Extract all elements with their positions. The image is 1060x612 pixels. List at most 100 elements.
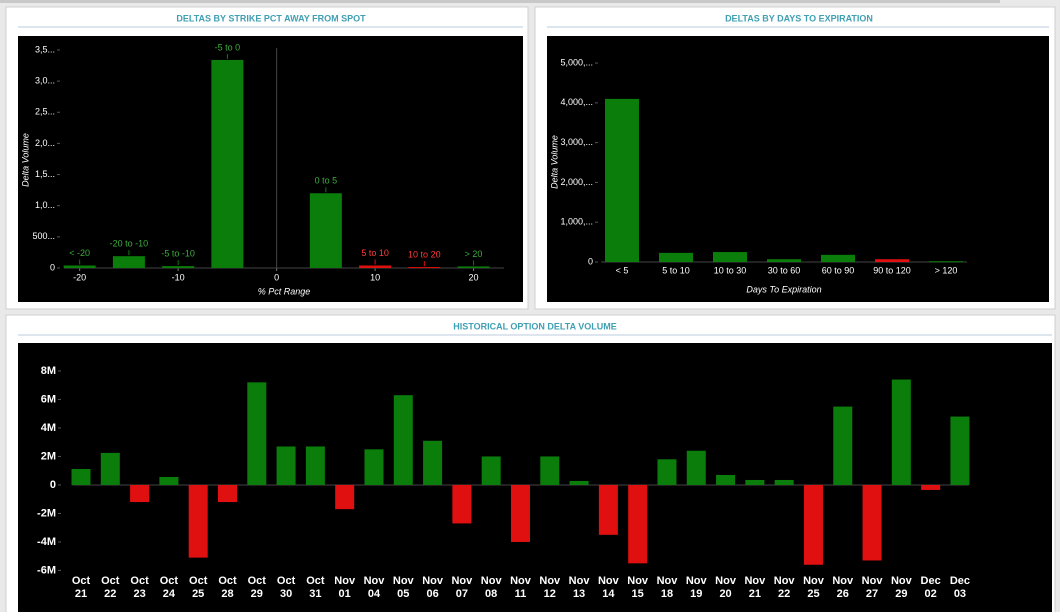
y-tick-label: 2M — [41, 450, 56, 462]
bar — [659, 252, 693, 262]
bar — [774, 479, 794, 485]
y-tick-label: 1,0... — [35, 200, 55, 210]
bar — [335, 484, 355, 510]
x-tick-label: 10 to 30 — [714, 265, 747, 275]
y-tick-label: 3,5... — [35, 44, 55, 54]
y-tick-label: 4,000,... — [560, 97, 593, 107]
y-tick-label: 1,000,... — [560, 217, 593, 227]
x-tick-label: 90 to 120 — [873, 265, 911, 275]
bar — [100, 452, 120, 485]
data-label: > 20 — [465, 249, 483, 259]
y-tick-label: -4M — [37, 536, 56, 548]
y-axis-label: Delta Volume — [549, 135, 559, 189]
bar — [63, 265, 96, 268]
bar — [112, 256, 145, 268]
data-label: -20 to -10 — [110, 239, 149, 249]
x-tick-label: 20 — [469, 272, 479, 282]
y-tick-label: 3,0... — [35, 75, 55, 85]
bar — [540, 456, 560, 485]
y-tick-label: 0 — [588, 256, 593, 266]
x-tick-label: -20 — [73, 272, 86, 282]
chart-title: DELTAS BY STRIKE PCT AWAY FROM SPOT — [176, 13, 366, 23]
bar — [452, 484, 472, 524]
data-label: < -20 — [69, 248, 90, 258]
data-label: -5 to -10 — [161, 249, 195, 259]
plot-background — [18, 36, 523, 302]
x-tick-label: -10 — [172, 272, 185, 282]
x-tick-label: < 5 — [616, 265, 629, 275]
bar — [188, 484, 208, 558]
y-tick-label: 2,0... — [35, 138, 55, 148]
bar — [276, 446, 296, 485]
bar — [364, 449, 384, 485]
bar — [605, 98, 639, 263]
bar — [393, 395, 413, 485]
bar — [423, 440, 443, 485]
bar — [510, 484, 530, 542]
bar — [833, 406, 853, 485]
bar — [716, 474, 736, 485]
bar — [745, 479, 765, 485]
bar — [159, 476, 179, 485]
bar — [359, 265, 392, 268]
bar — [803, 484, 823, 565]
y-tick-label: 1,5... — [35, 169, 55, 179]
bar — [929, 261, 963, 263]
bar — [950, 416, 970, 485]
bar — [891, 379, 911, 485]
y-tick-label: 4M — [41, 422, 56, 434]
x-tick-label: 30 to 60 — [768, 265, 801, 275]
y-axis-label: Delta Volume — [20, 133, 30, 187]
data-label: -5 to 0 — [215, 42, 241, 52]
bar — [457, 266, 490, 268]
data-label: 5 to 10 — [361, 248, 389, 258]
y-tick-label: 6M — [41, 393, 56, 405]
y-tick-label: -6M — [37, 564, 56, 576]
plot-background — [18, 343, 1052, 612]
bar — [309, 193, 342, 268]
y-tick-label: 2,000,... — [560, 177, 593, 187]
y-tick-label: 3,000,... — [560, 137, 593, 147]
bar — [713, 252, 747, 262]
bar — [130, 484, 150, 503]
bar — [71, 468, 91, 485]
y-tick-label: 2,5... — [35, 107, 55, 117]
bar — [657, 459, 677, 485]
bar — [686, 450, 706, 485]
x-tick-label: 0 — [274, 272, 279, 282]
chart-title: DELTAS BY DAYS TO EXPIRATION — [725, 13, 873, 23]
x-axis-label: Days To Expiration — [746, 284, 821, 294]
bar — [821, 254, 855, 262]
data-label: 10 to 20 — [408, 249, 441, 259]
bar — [217, 484, 237, 503]
bar — [247, 382, 267, 485]
y-tick-label: 500... — [32, 231, 55, 241]
bar — [875, 259, 909, 262]
bar — [305, 446, 325, 485]
bar — [767, 259, 801, 262]
bar — [862, 484, 882, 561]
chart-title: HISTORICAL OPTION DELTA VOLUME — [453, 321, 617, 331]
data-label: 0 to 5 — [315, 176, 338, 186]
bar — [628, 484, 648, 564]
top-bar — [0, 0, 1000, 3]
bar — [211, 59, 244, 269]
x-axis-label: % Pct Range — [258, 286, 311, 296]
bar — [598, 484, 618, 535]
y-tick-label: 8M — [41, 365, 56, 377]
x-tick-label: 5 to 10 — [662, 265, 690, 275]
y-tick-label: 5,000,... — [560, 57, 593, 67]
bar — [408, 267, 441, 269]
bar — [481, 456, 501, 485]
y-tick-label: -2M — [37, 507, 56, 519]
bar — [569, 480, 589, 485]
y-tick-label: 0 — [50, 479, 56, 491]
x-tick-label: 60 to 90 — [822, 265, 855, 275]
x-tick-label: 10 — [370, 272, 380, 282]
x-tick-label: > 120 — [935, 265, 958, 275]
y-tick-label: 0 — [50, 262, 55, 272]
bar — [162, 266, 195, 268]
bar — [921, 484, 941, 490]
